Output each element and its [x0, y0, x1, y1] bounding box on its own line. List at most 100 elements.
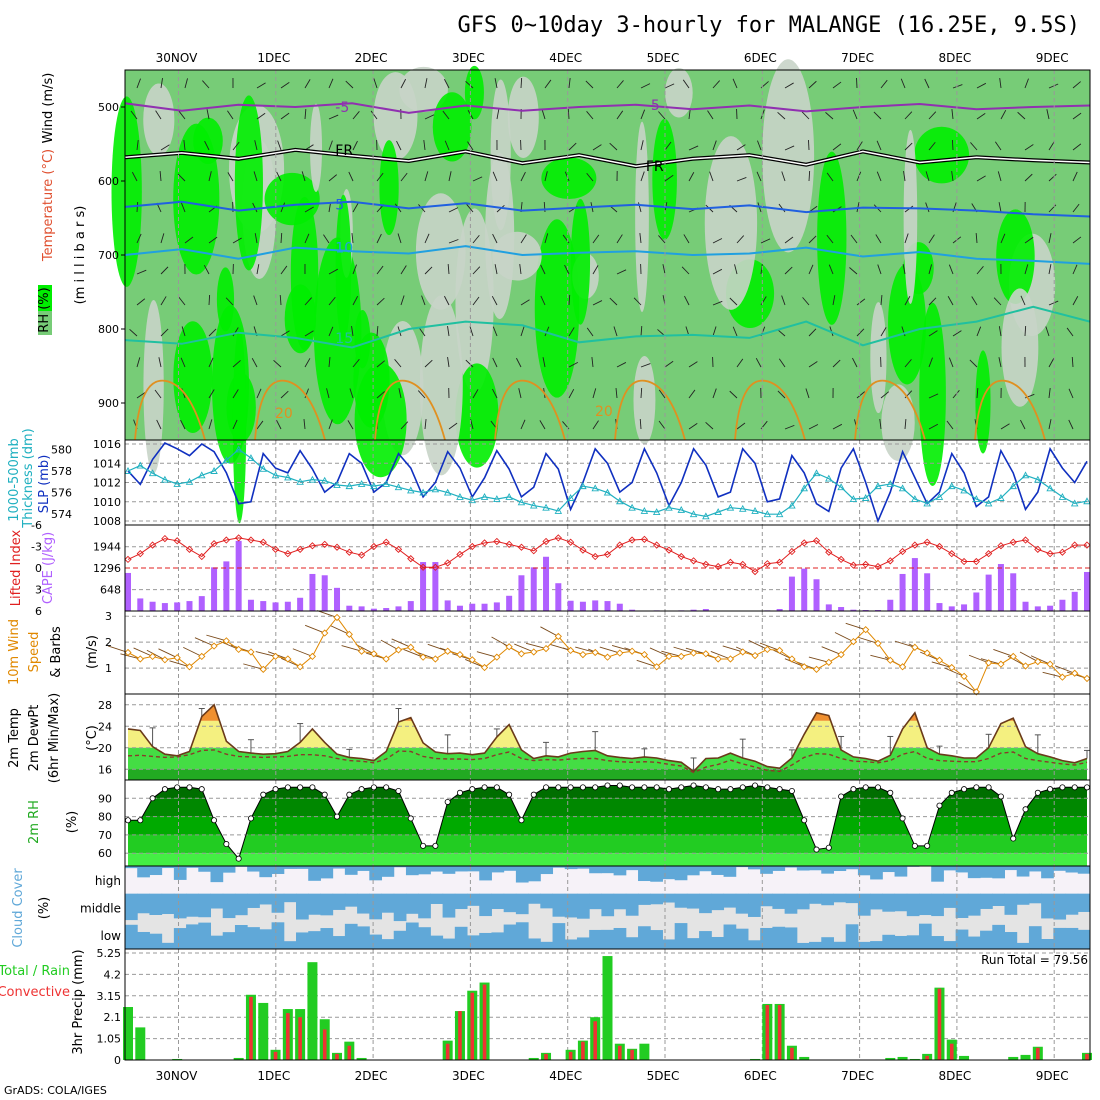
wind-speed-point [948, 663, 956, 672]
wind-speed-point [911, 643, 919, 651]
wind-barb [640, 83, 651, 89]
lifted-index-point [517, 543, 526, 551]
cloud-low-cell [344, 923, 358, 949]
precip-convective-bar [617, 1045, 622, 1060]
cloud-middle-cell [308, 893, 321, 915]
cloud-low-cell [1077, 929, 1091, 949]
upper-air-panel: -5 -5 FR FR 5 10 15 20 20 500 600 700 800 900 Wind (m/… [37, 59, 1091, 524]
cloud-low-cell [186, 924, 199, 949]
temp-tick-label: 16 [98, 763, 112, 776]
precip-total-bar [172, 1058, 183, 1060]
lifted-index-point [616, 541, 624, 549]
wind-barb [394, 359, 402, 368]
wind-speed-point [739, 648, 747, 656]
temp-contour-label: 10 [335, 241, 353, 257]
wind-speed-point [210, 642, 218, 650]
wind-speed-point [1021, 662, 1030, 670]
cloud-middle-cell [747, 893, 761, 917]
wind-barb [206, 109, 210, 120]
wind-speed-point [800, 663, 808, 671]
cloud-low-cell [870, 941, 883, 949]
thickness-point [640, 507, 649, 514]
cloud-low-cell [528, 938, 541, 949]
wind-barb-10m [133, 647, 153, 657]
wind-barb-10m [316, 610, 338, 618]
wind-barb [448, 171, 452, 182]
cape-bar [973, 592, 980, 611]
cloud-low-cell [454, 926, 468, 949]
thickness-point [529, 501, 538, 509]
thickness-point [591, 484, 599, 492]
wind-barb [808, 170, 811, 182]
rh-point [665, 786, 672, 793]
wind-barb [280, 265, 288, 275]
wind-barb [616, 362, 627, 368]
cloud-high-cell [638, 866, 651, 882]
cloud-middle-cell [1065, 893, 1079, 915]
cloud-low-cell [699, 931, 712, 949]
wind-barb [876, 140, 882, 151]
wind-barb [208, 171, 212, 182]
wind-barb [633, 297, 642, 306]
cloud-high-cell [344, 866, 358, 875]
wind-speed-point [284, 655, 292, 663]
wind-barb-10m [525, 642, 547, 650]
wind-barb [681, 266, 690, 275]
thickness-line [127, 448, 1088, 518]
rh-moist-patch [379, 140, 399, 236]
cloud-high-cell [723, 866, 737, 877]
cloud-low-cell [662, 939, 676, 949]
cloud-high-cell [943, 866, 957, 871]
cloud-middle-cell [491, 893, 505, 910]
rh-moist-patch [335, 194, 352, 341]
rh-point [653, 784, 660, 791]
wind-barb [251, 358, 258, 368]
cloud-middle-cell [992, 893, 1005, 907]
run-total-label: Run Total = 79.56 [981, 953, 1088, 967]
cape-bar [174, 602, 181, 611]
cloud-level-label: high [95, 874, 121, 888]
wind-barb [1072, 112, 1082, 120]
cloud-high-cell [980, 866, 993, 878]
wind-barb [1048, 233, 1052, 244]
wind-barb-10m [611, 644, 633, 652]
wind-barb [276, 419, 282, 430]
cloud-middle-cell [809, 893, 822, 904]
wind-barb [880, 295, 883, 306]
rh2m-panel: 60 70 80 90 2m RH (%) [27, 779, 1091, 867]
cape-bar [506, 595, 513, 611]
lifted-tick-label: 3 [35, 584, 42, 597]
cloud-middle-cell [845, 893, 859, 904]
wind-barb [252, 202, 258, 213]
upper-axis-label-rh: RH (%) [37, 287, 52, 332]
precip-total-bar [356, 1057, 367, 1060]
cloud-high-cell [845, 866, 859, 870]
wind-barb [928, 141, 936, 151]
lifted-index-point [603, 550, 612, 559]
cloud-high-cell [674, 866, 688, 881]
wind-speed-point [1046, 660, 1054, 668]
wind-speed-point [271, 652, 280, 661]
wind-barb [592, 234, 600, 244]
cloud-high-cell [198, 866, 212, 872]
precip-total-bar [750, 1058, 761, 1060]
cloud-high-cell [870, 866, 883, 880]
thickness-point [382, 480, 390, 487]
wind-barb [849, 267, 858, 275]
cloud-middle-cell [467, 893, 480, 906]
wind-speed-point [321, 629, 329, 637]
cape-bar [579, 601, 586, 611]
wind-barb [904, 296, 911, 306]
precip-convective-bar [322, 1029, 327, 1060]
temp-contour-20 [974, 379, 1046, 440]
wind-barb [808, 264, 814, 275]
wind-barb [1020, 295, 1026, 306]
wind-barb-10m [968, 654, 989, 664]
cape-bar [284, 601, 291, 611]
temp-contour-20 [614, 379, 686, 440]
wind-tick-label: 2 [105, 636, 112, 649]
lifted-index-point [210, 539, 218, 548]
thickness-point [370, 482, 378, 490]
cloud-middle-cell [271, 893, 285, 913]
wind-barb [808, 424, 819, 430]
